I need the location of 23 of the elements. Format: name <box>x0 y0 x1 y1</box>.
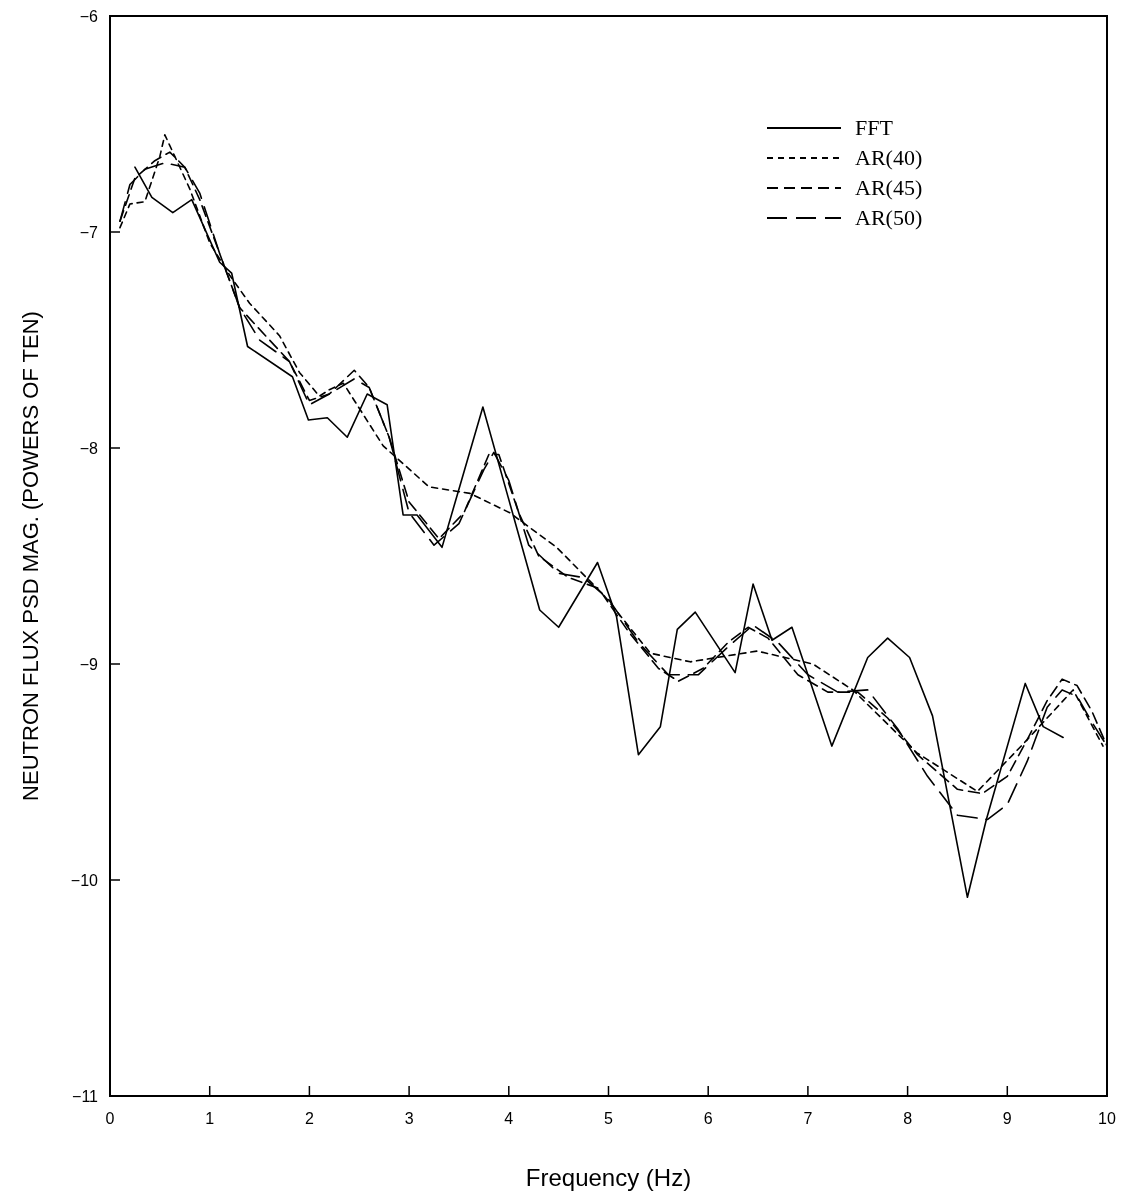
y-tick-label: −11 <box>72 1088 99 1105</box>
x-tick-label: 9 <box>1002 1110 1012 1127</box>
legend-label: FFT <box>855 115 894 140</box>
x-tick-label: 0 <box>105 1110 115 1127</box>
x-tick-label: 3 <box>404 1110 414 1127</box>
legend-label: AR(40) <box>855 145 923 170</box>
x-axis-title: Frequency (Hz) <box>525 1164 692 1191</box>
legend-label: AR(50) <box>855 205 923 230</box>
x-tick-label: 5 <box>604 1110 614 1127</box>
legend-label: AR(45) <box>855 175 923 200</box>
x-tick-label: 7 <box>803 1110 813 1127</box>
y-axis-title: NEUTRON FLUX PSD MAG. (POWERS OF TEN) <box>18 311 43 801</box>
y-tick-label: −8 <box>79 440 99 457</box>
x-tick-label: 10 <box>1098 1110 1116 1127</box>
x-tick-label: 1 <box>205 1110 215 1127</box>
x-tick-label: 8 <box>903 1110 913 1127</box>
y-tick-label: −7 <box>79 224 99 241</box>
y-tick-label: −6 <box>79 8 99 25</box>
y-tick-label: −10 <box>70 872 99 889</box>
x-tick-label: 4 <box>504 1110 514 1127</box>
y-tick-label: −9 <box>79 656 99 673</box>
x-tick-label: 6 <box>703 1110 713 1127</box>
x-tick-label: 2 <box>304 1110 314 1127</box>
